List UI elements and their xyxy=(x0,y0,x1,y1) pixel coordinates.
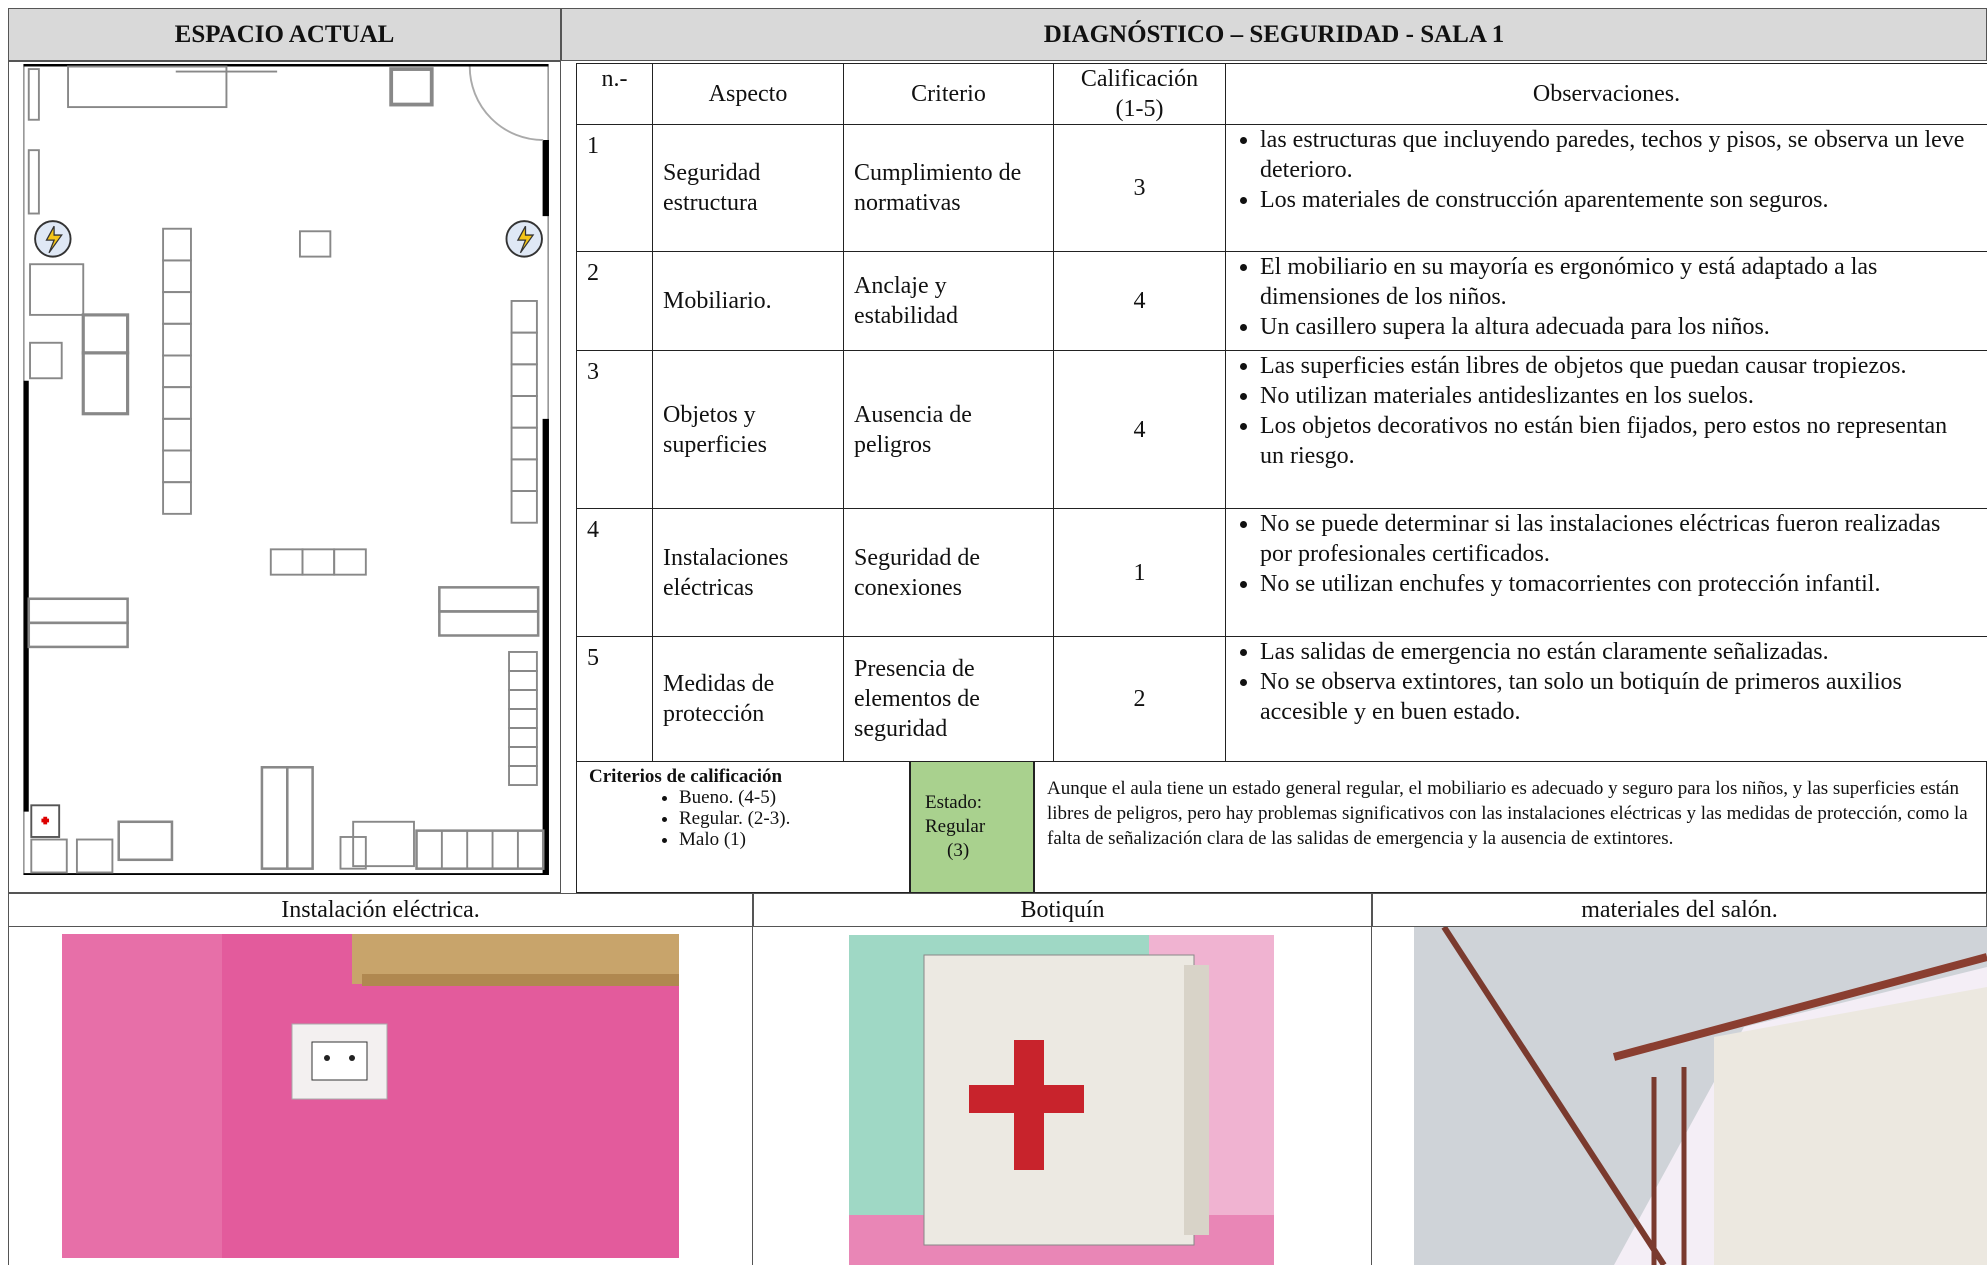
right-header: DIAGNÓSTICO – SEGURIDAD - SALA 1 xyxy=(561,8,1987,61)
photo-cell xyxy=(8,927,753,1265)
photo-caption: Botiquín xyxy=(753,893,1372,927)
row-number: 5 xyxy=(576,636,653,762)
row-number: 4 xyxy=(576,508,653,637)
score: 1 xyxy=(1053,508,1226,637)
photo-cell xyxy=(1372,927,1987,1265)
photo-caption: materiales del salón. xyxy=(1372,893,1987,927)
observation-list: las estructuras que incluyendo paredes, … xyxy=(1230,125,1977,215)
observation: Las salidas de emergencia no están clara… xyxy=(1260,637,1977,667)
column-header: Calificación (1-5) xyxy=(1053,63,1226,125)
photo-caption: Instalación eléctrica. xyxy=(8,893,753,927)
table-row: 3 Objetos y superficies Ausencia de peligr… xyxy=(576,350,1987,509)
criterion: Ausencia de peligros xyxy=(843,350,1054,509)
column-header: n.- xyxy=(576,63,653,125)
aspect: Seguridad estructura xyxy=(652,124,844,252)
header-row: n.- Aspecto Criterio Calificación (1-5) Obse… xyxy=(576,63,1987,125)
diagnostic-table: n.- Aspecto Criterio Calificación (1-5) Obse… xyxy=(576,63,1987,762)
observations: Las superficies están libres de objetos … xyxy=(1225,350,1987,509)
score: 4 xyxy=(1053,251,1226,351)
row-number: 1 xyxy=(576,124,653,252)
table-row: 1 Seguridad estructura Cumplimiento de nor… xyxy=(576,124,1987,252)
criteria-list: Bueno. (4-5)Regular. (2-3).Malo (1) xyxy=(589,787,897,850)
criteria-cell: Criterios de calificación Bueno. (4-5)Re… xyxy=(576,761,910,893)
estado-line: (3) xyxy=(947,840,970,861)
observation-list: El mobiliario en su mayoría es ergonómic… xyxy=(1230,252,1977,342)
photo-ceiling xyxy=(1414,927,1987,1265)
criterion-item: Regular. (2-3). xyxy=(679,808,897,829)
observation: Los objetos decorativos no están bien fi… xyxy=(1260,411,1977,471)
estado-line: Estado: xyxy=(925,792,982,813)
criterion-item: Malo (1) xyxy=(679,829,897,850)
table-body: n.- Aspecto Criterio Calificación (1-5) Obse… xyxy=(576,63,1987,762)
observation: No utilizan materiales antideslizantes e… xyxy=(1260,381,1977,411)
observation: las estructuras que incluyendo paredes, … xyxy=(1260,125,1977,185)
row-number: 2 xyxy=(576,251,653,351)
aspect: Medidas de protección xyxy=(652,636,844,762)
floor-plan xyxy=(23,64,549,875)
photo-first-aid xyxy=(849,935,1274,1265)
criterion-item: Bueno. (4-5) xyxy=(679,787,897,808)
score: 2 xyxy=(1053,636,1226,762)
row-number: 3 xyxy=(576,350,653,509)
criterion: Seguridad de conexiones xyxy=(843,508,1054,637)
observation-list: Las superficies están libres de objetos … xyxy=(1230,351,1977,471)
observation-list: Las salidas de emergencia no están clara… xyxy=(1230,637,1977,727)
observation: No se puede determinar si las instalacio… xyxy=(1260,509,1977,569)
observations: No se puede determinar si las instalacio… xyxy=(1225,508,1987,637)
observation: No se utilizan enchufes y tomacorrientes… xyxy=(1260,569,1977,599)
criteria-title: Criterios de calificación xyxy=(589,766,783,787)
score: 3 xyxy=(1053,124,1226,252)
photo-cell xyxy=(753,927,1372,1265)
observation: El mobiliario en su mayoría es ergonómic… xyxy=(1260,252,1977,312)
observation: Los materiales de construcción aparentem… xyxy=(1260,185,1977,215)
observations: Las salidas de emergencia no están clara… xyxy=(1225,636,1987,762)
estado-line: Regular xyxy=(925,816,986,837)
floor-plan-cell xyxy=(8,61,561,893)
estado-cell: Estado: Regular (3) xyxy=(910,761,1034,893)
conclusion: Aunque el aula tiene un estado general r… xyxy=(1034,761,1987,893)
column-header: Observaciones. xyxy=(1225,63,1987,125)
criterion: Presencia de elementos de seguridad xyxy=(843,636,1054,762)
column-header: Criterio xyxy=(843,63,1054,125)
aspect: Mobiliario. xyxy=(652,251,844,351)
observations: las estructuras que incluyendo paredes, … xyxy=(1225,124,1987,252)
criterion: Cumplimiento de normativas xyxy=(843,124,1054,252)
left-header: ESPACIO ACTUAL xyxy=(8,8,561,61)
aspect: Instalaciones eléctricas xyxy=(652,508,844,637)
observation: Las superficies están libres de objetos … xyxy=(1260,351,1977,381)
criterion: Anclaje y estabilidad xyxy=(843,251,1054,351)
column-header: Aspecto xyxy=(652,63,844,125)
photo-outlet xyxy=(62,934,679,1258)
observations: El mobiliario en su mayoría es ergonómic… xyxy=(1225,251,1987,351)
table-row: 4 Instalaciones eléctricas Seguridad de co… xyxy=(576,508,1987,637)
observation: Un casillero supera la altura adecuada p… xyxy=(1260,312,1977,342)
observation: No se observa extintores, tan solo un bo… xyxy=(1260,667,1977,727)
score: 4 xyxy=(1053,350,1226,509)
table-row: 5 Medidas de protección Presencia de eleme… xyxy=(576,636,1987,762)
observation-list: No se puede determinar si las instalacio… xyxy=(1230,509,1977,599)
aspect: Objetos y superficies xyxy=(652,350,844,509)
